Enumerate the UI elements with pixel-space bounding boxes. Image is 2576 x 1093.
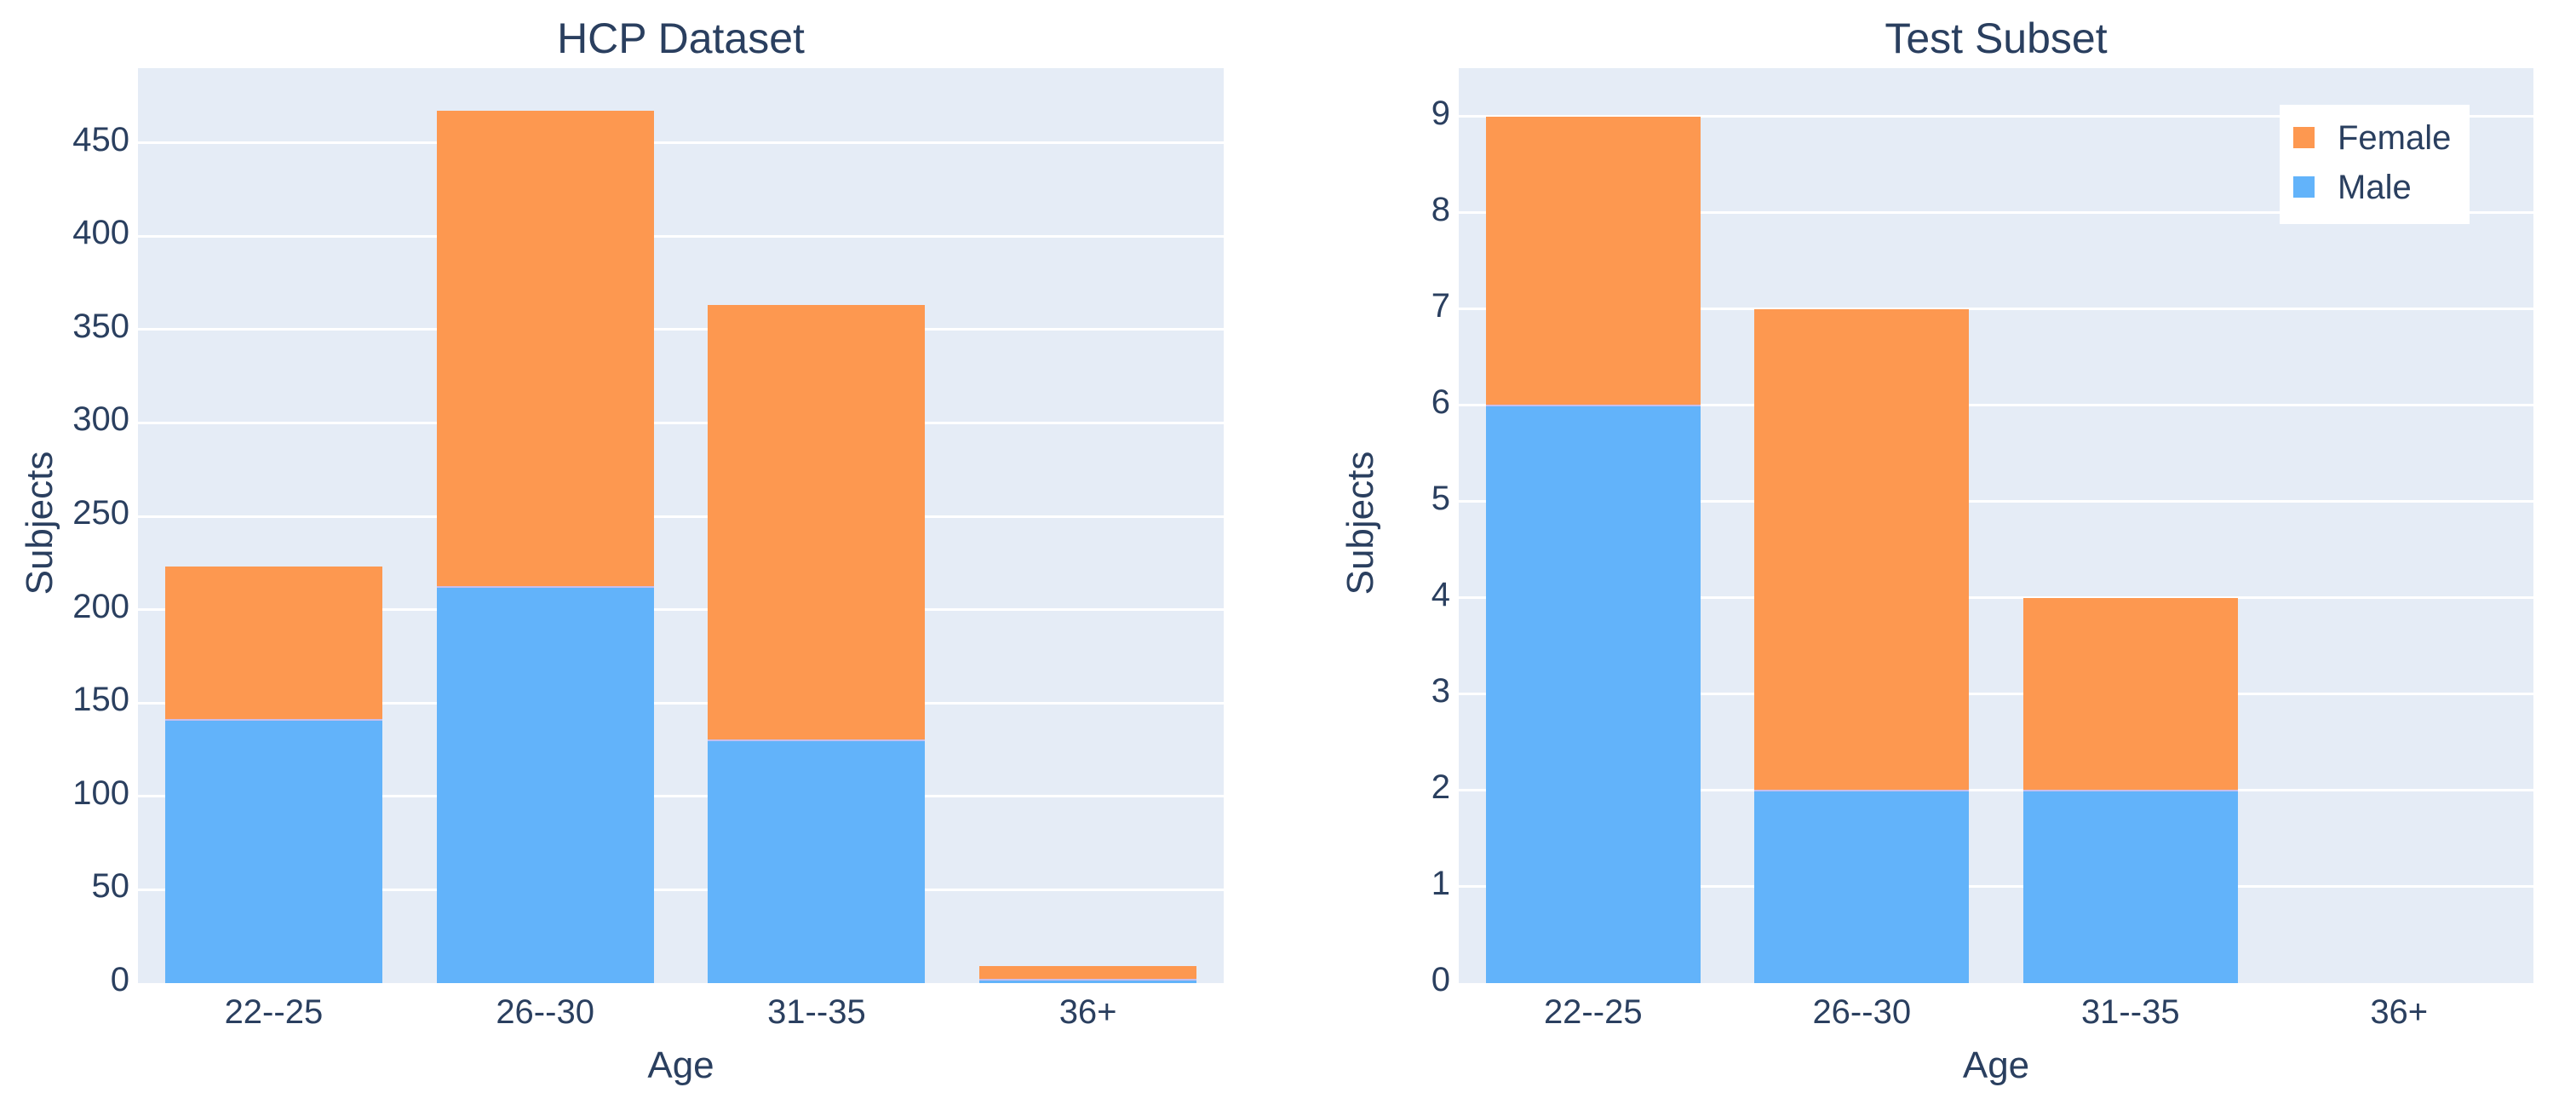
bar-female-22--25[interactable] — [164, 567, 382, 720]
legend-item-label: Female — [2338, 119, 2452, 157]
y-tick-label: 4 — [1431, 575, 1450, 613]
bar-male-22--25[interactable] — [164, 719, 382, 983]
y-gridline — [1459, 115, 2533, 118]
y-tick-label: 5 — [1431, 479, 1450, 517]
y-gridline — [1459, 308, 2533, 311]
chart-title: Test Subset — [1885, 14, 2108, 62]
y-tick-label: 50 — [91, 867, 130, 906]
y-tick-label: 300 — [72, 400, 129, 439]
y-tick-label: 8 — [1431, 190, 1450, 228]
y-gridline — [138, 515, 1224, 518]
y-gridline — [138, 328, 1224, 331]
legend-item-label: Male — [2338, 169, 2412, 206]
legend-item-male[interactable]: Male — [2280, 164, 2470, 214]
bar-segment-divider — [2022, 789, 2238, 791]
y-gridline — [138, 234, 1224, 238]
y-gridline — [138, 888, 1224, 891]
y-gridline — [1459, 693, 2533, 696]
y-gridline — [1459, 885, 2533, 889]
x-tick-label: 31--35 — [767, 993, 866, 1031]
y-tick-label: 2 — [1431, 768, 1450, 806]
y-gridline — [1459, 500, 2533, 503]
bar-male-36+[interactable] — [979, 979, 1197, 983]
y-axis-title: Subjects — [1340, 451, 1381, 595]
chart-title: HCP Dataset — [557, 14, 805, 62]
bar-female-22--25[interactable] — [1485, 116, 1701, 406]
y-tick-label: 250 — [72, 494, 129, 532]
x-tick-label: 31--35 — [2080, 993, 2180, 1031]
x-tick-label: 22--25 — [224, 993, 324, 1031]
y-tick-label: 150 — [72, 681, 129, 719]
bar-male-26--30[interactable] — [436, 587, 654, 983]
y-tick-label: 350 — [72, 307, 129, 345]
y-tick-label: 400 — [72, 214, 129, 252]
bar-female-26--30[interactable] — [1754, 308, 1970, 791]
y-gridline — [138, 608, 1224, 612]
y-gridline — [1459, 404, 2533, 407]
legend-item-female[interactable]: Female — [2280, 115, 2470, 164]
y-tick-label: 3 — [1431, 671, 1450, 710]
y-tick-label: 100 — [72, 774, 129, 812]
y-tick-label: 7 — [1431, 286, 1450, 325]
x-tick-label: 36+ — [1059, 993, 1117, 1031]
bar-female-31--35[interactable] — [708, 305, 926, 741]
bar-segment-divider — [708, 739, 926, 742]
y-gridline — [1459, 789, 2533, 792]
bar-female-31--35[interactable] — [2022, 597, 2238, 791]
bar-male-26--30[interactable] — [1754, 790, 1970, 983]
bar-male-31--35[interactable] — [708, 740, 926, 983]
y-gridline — [1459, 211, 2533, 215]
x-axis-title: Age — [647, 1044, 714, 1086]
bar-male-22--25[interactable] — [1485, 405, 1701, 983]
bar-male-31--35[interactable] — [2022, 790, 2238, 983]
bar-female-26--30[interactable] — [436, 111, 654, 588]
y-tick-label: 0 — [110, 961, 129, 998]
legend-swatch-male-icon — [2293, 176, 2315, 198]
legend-swatch-female-icon — [2293, 127, 2315, 148]
y-gridline — [1459, 596, 2533, 600]
y-gridline — [138, 421, 1224, 424]
x-tick-label: 26--30 — [1812, 993, 1912, 1031]
bar-segment-divider — [164, 718, 382, 721]
y-axis-title: Subjects — [19, 451, 60, 595]
x-tick-label: 22--25 — [1543, 993, 1643, 1031]
y-tick-label: 200 — [72, 587, 129, 625]
y-gridline — [138, 701, 1224, 705]
bar-segment-divider — [979, 978, 1197, 981]
bar-segment-divider — [1754, 789, 1970, 791]
bar-female-36+[interactable] — [979, 966, 1197, 980]
legend: Female Male — [2280, 105, 2470, 224]
y-tick-label: 1 — [1431, 864, 1450, 902]
y-tick-label: 6 — [1431, 383, 1450, 421]
y-gridline — [138, 141, 1224, 145]
bar-segment-divider — [436, 586, 654, 589]
y-tick-label: 0 — [1431, 961, 1450, 998]
y-tick-label: 9 — [1431, 94, 1450, 132]
x-tick-label: 26--30 — [496, 993, 594, 1031]
y-tick-label: 450 — [72, 120, 129, 158]
x-tick-label: 36+ — [2370, 993, 2429, 1031]
y-gridline — [138, 795, 1224, 798]
x-axis-title: Age — [1962, 1044, 2030, 1086]
bar-segment-divider — [1485, 404, 1701, 406]
